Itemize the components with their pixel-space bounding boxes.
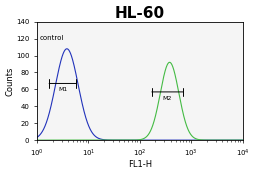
- Title: HL-60: HL-60: [114, 6, 164, 20]
- Text: control: control: [39, 35, 64, 41]
- Text: M1: M1: [58, 87, 67, 92]
- Text: M2: M2: [162, 96, 171, 100]
- X-axis label: FL1-H: FL1-H: [127, 160, 151, 169]
- Y-axis label: Counts: Counts: [6, 66, 14, 96]
